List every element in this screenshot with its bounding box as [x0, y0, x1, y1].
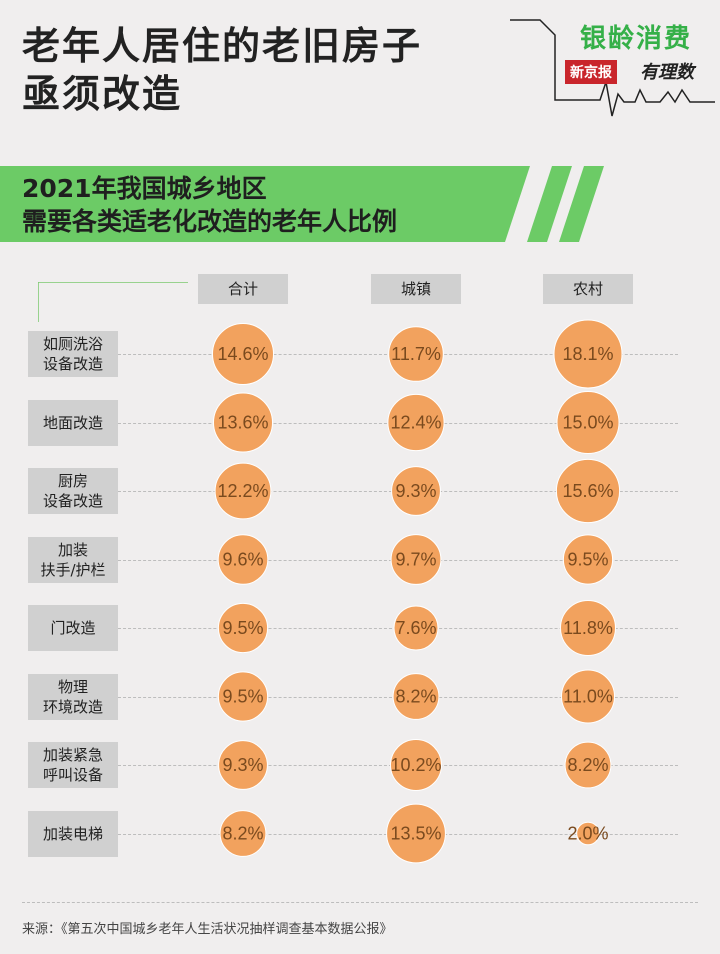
bubble-value-label: 11.7% — [391, 344, 441, 364]
bubble — [390, 534, 442, 585]
row-label-line: 厨房 — [57, 472, 88, 490]
row-label-line: 物理 — [57, 677, 88, 696]
chart-title: 2021年我国城乡地区 需要各类适老化改造的老年人比例 — [22, 172, 397, 238]
bubble-value-label: 7.6% — [395, 618, 436, 638]
page-title-line1: 老年人居住的老旧房子 — [22, 24, 423, 68]
bubble-value-label: 8.2% — [567, 755, 608, 775]
chart-title-line1: 2021年我国城乡地区 — [22, 174, 267, 203]
bubble-value-label: 8.2% — [395, 687, 436, 707]
bubble — [218, 740, 268, 790]
bubble-value-label: 9.3% — [395, 481, 436, 501]
column-header-total: 合计 — [198, 274, 288, 304]
bubble — [388, 326, 444, 382]
row-label: 如厕洗浴 设备改造 — [28, 331, 118, 377]
bubble-value-label: 9.3% — [222, 755, 263, 775]
bubble-value-label: 11.8% — [563, 618, 613, 638]
bubble-value-label: 9.5% — [222, 687, 263, 707]
bubble — [217, 602, 269, 654]
chart-title-line2: 需要各类适老化改造的老年人比例 — [22, 207, 398, 236]
bubble-value-label: 8.2% — [222, 824, 263, 844]
bubble-value-label: 13.5% — [390, 824, 441, 844]
row-label: 厨房 设备改造 — [28, 468, 118, 514]
brand-column: 有理数 — [640, 62, 694, 83]
bubble-value-label: 11.0% — [563, 687, 613, 707]
bubble — [393, 605, 439, 651]
row-label: 门改造 — [28, 605, 118, 651]
row-label-line: 加装 — [57, 540, 88, 559]
bubble-value-label: 9.5% — [222, 618, 263, 638]
bubble-value-label: 9.7% — [395, 550, 436, 570]
row-label-line: 门改造 — [50, 619, 96, 637]
bubble-value-label: 2.0% — [567, 824, 608, 844]
row-label-line: 加装紧急 — [42, 746, 103, 764]
bubble — [217, 534, 269, 585]
row-label-line: 设备改造 — [42, 492, 103, 510]
bubble — [576, 821, 600, 846]
bubble — [217, 671, 269, 722]
row-label-line: 扶手/护栏 — [40, 560, 106, 579]
source-note: 来源：《第五次中国城乡老年人生活状况抽样调查基本数据公报》 — [22, 922, 393, 937]
bubble-value-label: 12.2% — [217, 481, 268, 501]
bubble-value-label: 10.2% — [390, 755, 441, 775]
bubble — [555, 458, 621, 524]
column-header-rural: 农村 — [543, 274, 633, 304]
bubble — [391, 466, 441, 516]
bubble-value-label: 9.6% — [222, 550, 263, 570]
bubble — [214, 462, 272, 520]
bubble — [213, 392, 273, 453]
bubble — [556, 391, 620, 454]
column-header-urban: 城镇 — [371, 274, 461, 304]
row-label-line: 如厕洗浴 — [42, 335, 103, 353]
bubble — [564, 741, 612, 789]
bubble — [212, 323, 274, 385]
bubble — [386, 803, 446, 864]
row-label: 地面改造 — [28, 399, 118, 446]
bubble — [561, 669, 615, 724]
bubble-value-label: 13.6% — [217, 413, 268, 433]
chart-title-banner — [0, 166, 604, 242]
bubble — [560, 600, 616, 656]
bubble — [562, 534, 614, 585]
row-label-line: 呼叫设备 — [42, 766, 103, 784]
bubble — [387, 393, 445, 452]
page-title: 老年人居住的老旧房子 亟须改造 — [22, 22, 422, 118]
bubble-value-label: 14.6% — [217, 344, 268, 364]
bubble-value-label: 18.1% — [562, 344, 613, 364]
brand-heartbeat-line — [510, 19, 715, 117]
row-label: 物理 环境改造 — [28, 673, 118, 720]
brand-name: 银龄消费 — [579, 24, 692, 54]
footer-divider — [22, 902, 698, 903]
bubble-value-label: 15.6% — [562, 481, 613, 501]
row-label-line: 环境改造 — [42, 697, 103, 716]
bubble — [390, 739, 442, 791]
row-label: 加装紧急 呼叫设备 — [28, 742, 118, 788]
row-label-line: 加装电梯 — [42, 824, 103, 843]
bubble-value-label: 15.0% — [562, 413, 613, 433]
row-label-line: 地面改造 — [42, 413, 103, 432]
bubble — [392, 673, 440, 720]
page-title-line2: 亟须改造 — [22, 72, 183, 116]
brand-paper: 新京报 — [565, 60, 617, 84]
bubble-value-label: 12.4% — [390, 413, 441, 433]
bubble — [553, 319, 623, 389]
bubble-value-label: 9.5% — [567, 550, 608, 570]
row-label: 加装电梯 — [28, 810, 118, 857]
row-label: 加装 扶手/护栏 — [28, 536, 118, 583]
bubble — [219, 810, 267, 857]
row-label-line: 设备改造 — [42, 355, 103, 373]
